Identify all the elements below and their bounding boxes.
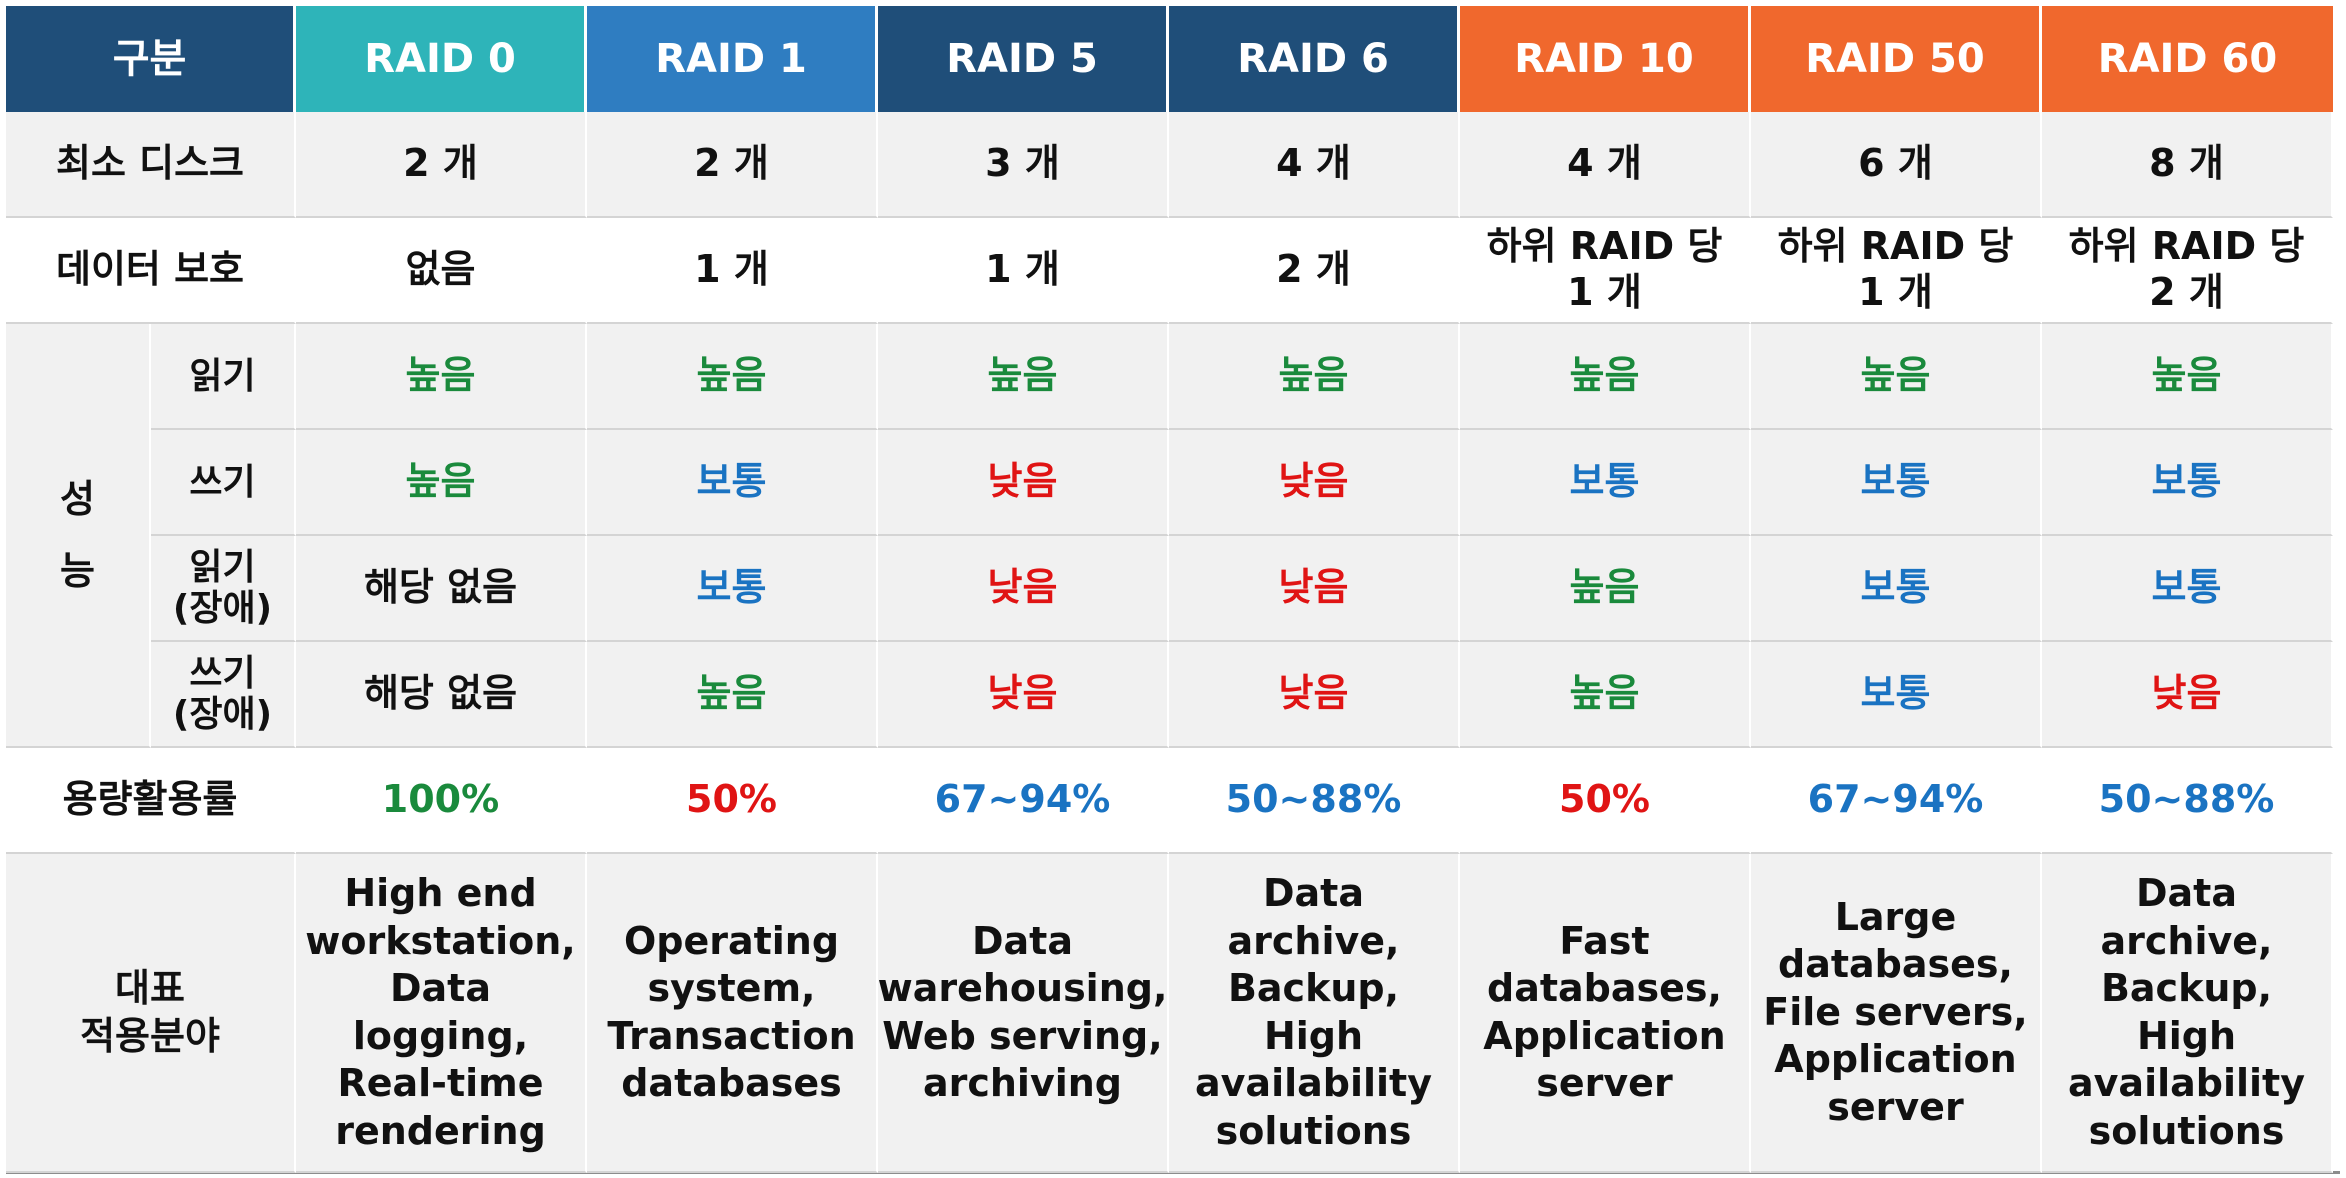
performance-label-top: 성	[60, 476, 95, 521]
read-degraded-label: 읽기 (장애)	[151, 536, 296, 642]
read-degraded-raid50: 보통	[1751, 536, 2042, 642]
capacity-raid0: 100%	[296, 748, 587, 854]
capacity-raid60: 50~88%	[2042, 748, 2333, 854]
protection-raid60: 하위 RAID 당 2 개	[2042, 218, 2333, 324]
header-label-cell: 구분	[6, 6, 296, 112]
read-degraded-raid0: 해당 없음	[296, 536, 587, 642]
performance-label: 성 능	[6, 324, 151, 748]
min-disk-raid60: 8 개	[2042, 112, 2333, 218]
min-disk-raid0: 2 개	[296, 112, 587, 218]
header-label: 구분	[112, 36, 187, 82]
header-raid10: RAID 10	[1460, 6, 1751, 112]
write-raid50: 보통	[1751, 430, 2042, 536]
usage-label: 대표 적용분야	[6, 854, 296, 1173]
usage-raid5: Data warehousing, Web serving, archiving	[878, 854, 1169, 1173]
capacity-raid10: 50%	[1460, 748, 1751, 854]
usage-raid6: Data archive, Backup, High availability …	[1169, 854, 1460, 1173]
write-degraded-raid6: 낮음	[1169, 642, 1460, 748]
write-degraded-raid10: 높음	[1460, 642, 1751, 748]
capacity-raid6: 50~88%	[1169, 748, 1460, 854]
write-raid10: 보통	[1460, 430, 1751, 536]
write-degraded-raid60: 낮음	[2042, 642, 2333, 748]
write-raid5: 낮음	[878, 430, 1169, 536]
raid-comparison-table: 구분 RAID 0 RAID 1 RAID 5 RAID 6 RAID 10 R…	[6, 6, 2340, 1174]
read-raid6: 높음	[1169, 324, 1460, 430]
capacity-label: 용량활용률	[6, 748, 296, 854]
write-raid6: 낮음	[1169, 430, 1460, 536]
write-raid0: 높음	[296, 430, 587, 536]
protection-raid6: 2 개	[1169, 218, 1460, 324]
header-raid1: RAID 1	[587, 6, 878, 112]
protection-raid0: 없음	[296, 218, 587, 324]
header-raid6: RAID 6	[1169, 6, 1460, 112]
read-raid10: 높음	[1460, 324, 1751, 430]
header-raid60: RAID 60	[2042, 6, 2333, 112]
read-raid50: 높음	[1751, 324, 2042, 430]
usage-raid50: Large databases, File servers, Applicati…	[1751, 854, 2042, 1173]
capacity-raid5: 67~94%	[878, 748, 1169, 854]
write-degraded-raid5: 낮음	[878, 642, 1169, 748]
min-disk-raid5: 3 개	[878, 112, 1169, 218]
read-raid0: 높음	[296, 324, 587, 430]
usage-raid10: Fast databases, Application server	[1460, 854, 1751, 1173]
header-raid50: RAID 50	[1751, 6, 2042, 112]
min-disk-label: 최소 디스크	[6, 112, 296, 218]
protection-raid1: 1 개	[587, 218, 878, 324]
read-raid60: 높음	[2042, 324, 2333, 430]
read-degraded-raid10: 높음	[1460, 536, 1751, 642]
capacity-raid1: 50%	[587, 748, 878, 854]
write-raid1: 보통	[587, 430, 878, 536]
read-degraded-raid6: 낮음	[1169, 536, 1460, 642]
min-disk-raid50: 6 개	[1751, 112, 2042, 218]
read-degraded-raid60: 보통	[2042, 536, 2333, 642]
usage-raid1: Operating system, Transaction databases	[587, 854, 878, 1173]
protection-label: 데이터 보호	[6, 218, 296, 324]
write-raid60: 보통	[2042, 430, 2333, 536]
header-raid5: RAID 5	[878, 6, 1169, 112]
protection-raid5: 1 개	[878, 218, 1169, 324]
read-raid5: 높음	[878, 324, 1169, 430]
usage-raid0: High end workstation, Data logging, Real…	[296, 854, 587, 1173]
write-degraded-raid0: 해당 없음	[296, 642, 587, 748]
protection-raid50: 하위 RAID 당 1 개	[1751, 218, 2042, 324]
header-raid0: RAID 0	[296, 6, 587, 112]
read-degraded-raid1: 보통	[587, 536, 878, 642]
read-label: 읽기	[151, 324, 296, 430]
read-raid1: 높음	[587, 324, 878, 430]
capacity-raid50: 67~94%	[1751, 748, 2042, 854]
min-disk-raid1: 2 개	[587, 112, 878, 218]
read-degraded-raid5: 낮음	[878, 536, 1169, 642]
min-disk-raid10: 4 개	[1460, 112, 1751, 218]
write-degraded-raid50: 보통	[1751, 642, 2042, 748]
min-disk-raid6: 4 개	[1169, 112, 1460, 218]
protection-raid10: 하위 RAID 당 1 개	[1460, 218, 1751, 324]
write-degraded-label: 쓰기 (장애)	[151, 642, 296, 748]
performance-label-bottom: 능	[60, 549, 95, 593]
write-degraded-raid1: 높음	[587, 642, 878, 748]
usage-raid60: Data archive, Backup, High availability …	[2042, 854, 2333, 1173]
write-label: 쓰기	[151, 430, 296, 536]
